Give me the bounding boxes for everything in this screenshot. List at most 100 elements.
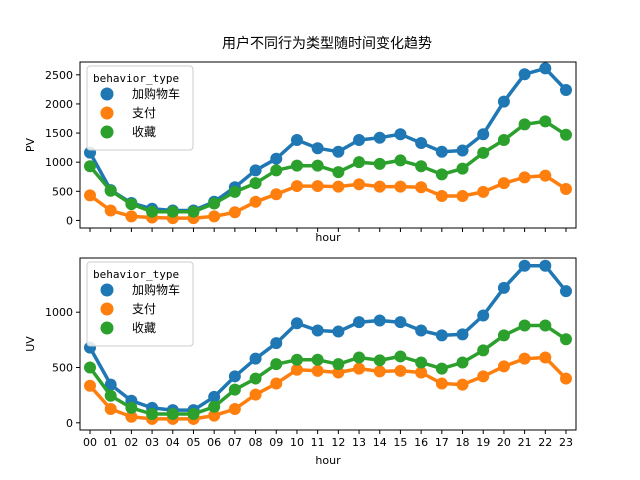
data-point <box>353 351 366 364</box>
x-tick-label: 18 <box>456 436 470 449</box>
data-point <box>373 354 386 367</box>
data-point <box>456 189 469 202</box>
x-tick-label: 03 <box>145 436 159 449</box>
data-point <box>84 160 96 173</box>
data-point <box>477 344 490 357</box>
data-point <box>477 146 490 159</box>
data-point <box>249 177 262 190</box>
data-point <box>332 180 345 193</box>
data-point <box>415 324 428 337</box>
data-point <box>228 383 241 396</box>
x-tick-label: 22 <box>538 436 552 449</box>
data-point <box>373 180 386 193</box>
data-point <box>539 351 552 364</box>
data-point <box>311 364 324 377</box>
x-tick-label: 13 <box>352 436 366 449</box>
data-point <box>84 361 96 374</box>
x-tick-label: 20 <box>497 436 511 449</box>
legend-marker <box>100 321 114 335</box>
data-point <box>518 68 531 81</box>
data-point <box>415 136 428 149</box>
data-point <box>394 316 407 329</box>
data-point <box>373 365 386 378</box>
legend-label: 支付 <box>132 302 156 316</box>
data-point <box>560 285 572 298</box>
data-point <box>477 128 490 141</box>
data-point <box>270 358 283 371</box>
legend-marker <box>100 106 114 120</box>
data-point <box>187 407 200 420</box>
axes-frame <box>79 257 577 431</box>
data-point <box>518 118 531 131</box>
x-tick-label: 09 <box>269 436 283 449</box>
legend-title: behavior_type <box>93 268 179 281</box>
data-point <box>497 134 510 147</box>
x-tick-label: 01 <box>104 436 118 449</box>
x-tick-label: 06 <box>207 436 221 449</box>
data-point <box>311 180 324 193</box>
y-tick-label: 2000 <box>45 98 73 111</box>
data-point <box>290 180 303 193</box>
data-point <box>146 407 159 420</box>
data-point <box>353 316 366 329</box>
data-point <box>104 389 117 402</box>
y-tick-label: 0 <box>66 214 73 227</box>
data-point <box>373 157 386 170</box>
data-point <box>270 377 283 390</box>
uv-axes: 0 500 1000 00 01 02 03 04 05 06 07 08 09 10 11 12 13 14 15… <box>24 257 577 467</box>
x-tick-label: 17 <box>435 436 449 449</box>
x-tick-label: 04 <box>166 436 180 449</box>
x-tick-label: 08 <box>249 436 263 449</box>
data-point <box>477 185 490 198</box>
data-point <box>560 128 572 141</box>
legend-box <box>86 65 194 151</box>
data-point <box>415 160 428 173</box>
data-point <box>166 407 179 420</box>
chart-title: 用户不同行为类型随时间变化趋势 <box>222 35 432 52</box>
legend-marker <box>100 87 114 101</box>
data-point <box>249 388 262 401</box>
legend-title: behavior_type <box>93 72 179 85</box>
data-point <box>435 145 448 158</box>
data-point <box>456 162 469 175</box>
x-axis-label: hour <box>315 454 341 467</box>
data-point <box>270 337 283 350</box>
data-point <box>125 410 138 423</box>
data-point <box>270 188 283 201</box>
data-point <box>560 372 572 385</box>
data-point <box>249 164 262 177</box>
data-point <box>539 259 552 272</box>
data-point <box>208 210 221 223</box>
data-point <box>249 372 262 385</box>
x-tick-label: 15 <box>393 436 407 449</box>
y-tick-label: 1000 <box>45 306 73 319</box>
data-point <box>311 324 324 337</box>
data-point <box>560 333 572 346</box>
axes-frame <box>79 61 577 229</box>
data-point <box>435 189 448 202</box>
data-point <box>332 358 345 371</box>
x-tick-label: 10 <box>290 436 304 449</box>
data-point <box>539 115 552 128</box>
x-tick-label: 05 <box>186 436 200 449</box>
data-point <box>125 198 138 211</box>
data-point <box>518 259 531 272</box>
data-point <box>228 206 241 219</box>
x-tick-label: 16 <box>414 436 428 449</box>
data-point <box>456 378 469 391</box>
data-point <box>477 309 490 322</box>
data-point <box>497 281 510 294</box>
data-point <box>394 154 407 167</box>
data-point <box>394 364 407 377</box>
x-tick-label: 00 <box>83 436 97 449</box>
data-point <box>497 360 510 373</box>
data-point <box>435 329 448 342</box>
y-tick-label: 1500 <box>45 127 73 140</box>
data-point <box>456 356 469 369</box>
x-tick-label: 02 <box>124 436 138 449</box>
data-point <box>290 159 303 172</box>
data-point <box>518 319 531 332</box>
data-point <box>290 317 303 330</box>
data-point <box>353 156 366 169</box>
